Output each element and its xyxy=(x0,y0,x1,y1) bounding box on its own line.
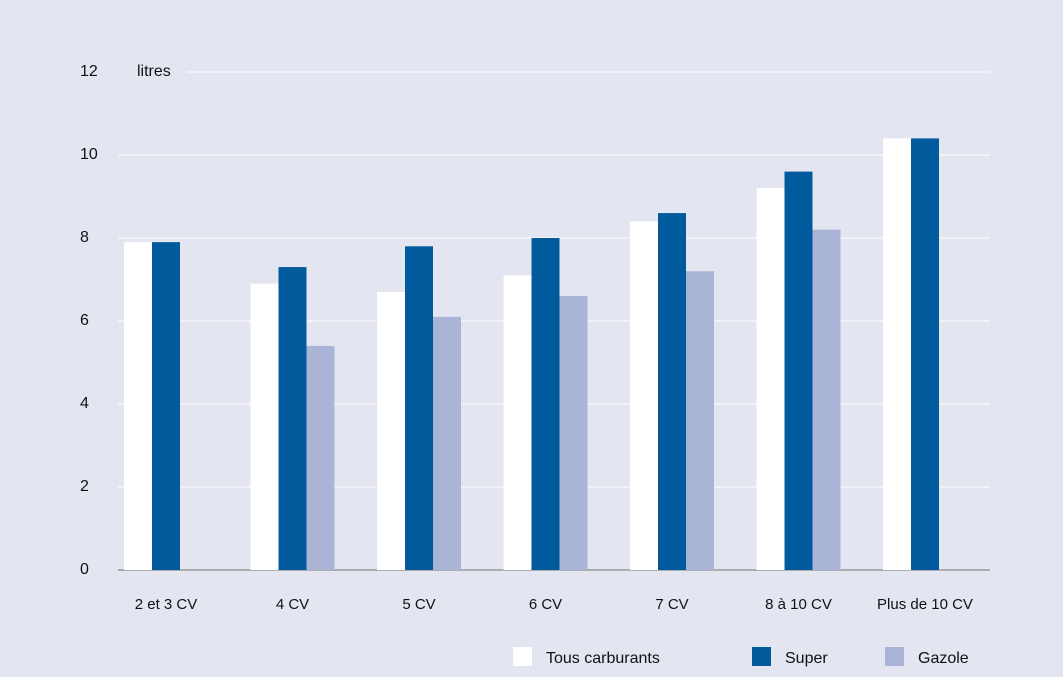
bar xyxy=(756,188,785,570)
y-tick-label: 0 xyxy=(80,561,89,578)
bar xyxy=(377,291,405,570)
bar xyxy=(883,138,911,570)
bar xyxy=(911,138,939,570)
y-tick-label: 12 xyxy=(80,63,98,80)
bar xyxy=(405,246,433,571)
x-tick-label: 5 CV xyxy=(402,596,435,613)
bar xyxy=(250,283,279,570)
x-tick-label: 7 CV xyxy=(655,596,688,613)
x-tick-label: 8 à 10 CV xyxy=(765,596,832,613)
bar xyxy=(686,271,714,570)
y-tick-label: 10 xyxy=(80,146,98,163)
y-axis-label: litres xyxy=(137,63,171,80)
y-tick-label: 4 xyxy=(80,395,89,412)
x-tick-label: 2 et 3 CV xyxy=(135,596,198,613)
bar xyxy=(503,275,532,570)
bar xyxy=(630,221,658,570)
legend-swatch xyxy=(752,647,771,666)
legend-swatch xyxy=(885,647,904,666)
bar xyxy=(152,242,180,570)
y-tick-label: 6 xyxy=(80,312,89,329)
legend-swatch xyxy=(513,647,532,666)
bar xyxy=(658,213,686,570)
y-tick-label: 2 xyxy=(80,478,89,495)
bar xyxy=(306,345,335,570)
y-tick-label: 8 xyxy=(80,229,89,246)
legend-label: Tous carburants xyxy=(546,650,660,667)
bar xyxy=(812,229,841,570)
x-tick-label: 6 CV xyxy=(529,596,562,613)
legend-label: Gazole xyxy=(918,650,969,667)
bar xyxy=(559,296,588,570)
x-tick-label: 4 CV xyxy=(276,596,309,613)
bar xyxy=(124,242,152,570)
bar xyxy=(531,238,560,570)
legend-label: Super xyxy=(785,650,828,667)
bar xyxy=(278,267,307,570)
bar xyxy=(433,316,461,570)
x-tick-label: Plus de 10 CV xyxy=(877,596,973,613)
bar xyxy=(784,171,813,570)
